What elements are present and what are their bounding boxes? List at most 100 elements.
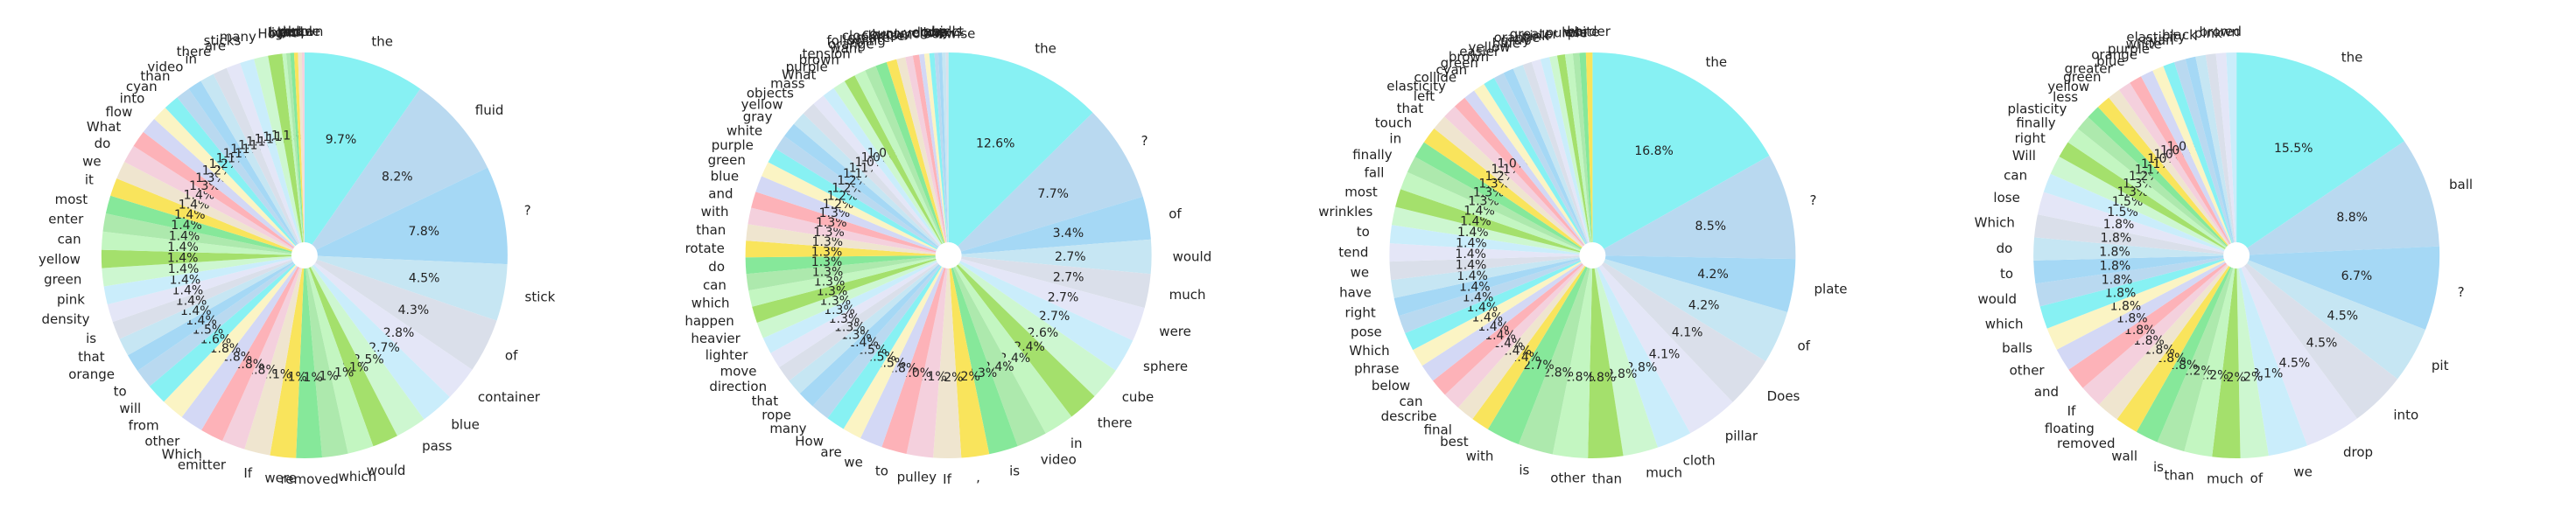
slice-label: other [1550, 470, 1586, 485]
pie-slice-and [2068, 255, 2237, 388]
pie-slice-are [843, 255, 949, 439]
pie-slice-tension [854, 70, 949, 255]
pie-slice-up [937, 52, 949, 256]
slice-percent: 15.5% [2274, 142, 2313, 156]
slice-label: drop [2343, 444, 2373, 460]
pie-slice-phrase [1413, 255, 1593, 366]
pie-slice-If [2082, 255, 2237, 405]
pie-slice-is [112, 255, 305, 339]
pie-slice-much [2212, 255, 2241, 459]
slice-label: final [1424, 422, 1452, 437]
pie-slice-have [1391, 255, 1593, 298]
pie-slice-collide [1464, 90, 1593, 256]
pie-slice-ball [2236, 141, 2439, 255]
slice-percent: 1.8% [2110, 300, 2142, 314]
pie-slice-Which [1405, 255, 1593, 351]
pie-center-hole [2223, 242, 2250, 268]
pie-slice-? [304, 167, 508, 265]
pie-slice-best [1472, 255, 1593, 429]
slice-label: sphere [1143, 359, 1188, 374]
pie-slice-touch [1423, 128, 1593, 255]
slice-percent: 2.7% [369, 341, 400, 355]
slice-label: pink [2194, 25, 2222, 41]
slice-percent: 4.2% [1688, 298, 1720, 312]
pie-chart-3: the 16.8%? 8.5% plate 4.2% of 4.2% Does 4.1% pill… [1318, 24, 1847, 487]
pie-slice-Does [1592, 255, 1766, 402]
pie-slice-pink [2205, 53, 2237, 256]
slice-label: stick [525, 289, 556, 304]
slice-label: What [87, 119, 122, 135]
slice-label: we [2293, 464, 2313, 480]
slice-percent: 1.8% [2102, 273, 2133, 287]
slice-label: much [1169, 287, 1206, 303]
slice-label: flow [105, 104, 132, 120]
slice-label: fluid [475, 102, 504, 118]
slice-label: greater [2065, 61, 2114, 77]
pie-slice-yellow [2097, 97, 2237, 255]
slice-label: green [2063, 69, 2101, 85]
pie-center-hole [935, 242, 962, 268]
slice-label: blue [1492, 36, 1520, 52]
pie-slice-most [105, 195, 305, 255]
pie-slice-pink [103, 255, 305, 304]
pie-slice-brown [1493, 73, 1593, 256]
slice-label: which [339, 469, 377, 485]
slice-label: clockwise [842, 28, 905, 44]
slice-label: do [1997, 241, 2013, 256]
slice-label: wall [2111, 449, 2137, 464]
pie-slice-with [748, 207, 949, 255]
pie-slice-can [101, 231, 305, 255]
pie-slice-? [1592, 155, 1796, 260]
slice-label: ? [1141, 133, 1148, 149]
pie-slice-If [244, 255, 305, 456]
slice-percent: 2.2% [2232, 371, 2264, 385]
slice-label: in [1070, 436, 1083, 451]
pie-slice-greater [896, 57, 949, 255]
slice-percent: 7.8% [409, 225, 440, 239]
pie-chart-1: the 9.7% fluid 8.2%? 7.8% stick 4.5% of 4.3% cont… [39, 24, 556, 487]
slice-label: red [280, 24, 302, 40]
slice-percent: 2.8% [1542, 366, 1574, 380]
slice-label: yellow [1469, 39, 1511, 55]
pie-slice-green [1484, 78, 1593, 255]
slice-label: is [1009, 463, 1020, 478]
pie-slice-finally [1407, 157, 1593, 255]
pie-slice-less [2088, 107, 2237, 255]
pie-slice-How [268, 53, 305, 256]
pie-slice-elasticity [1454, 97, 1593, 255]
pie-slice-cyan [2173, 59, 2237, 255]
slice-label: that [78, 349, 105, 365]
pie-slice-container [304, 255, 473, 398]
slice-label: can [58, 231, 81, 247]
slice-percent: 1.4% [1460, 215, 1492, 229]
slice-percent: 1.4% [171, 219, 202, 233]
pie-slice-right [2059, 142, 2237, 255]
slice-percent: 4.5% [409, 272, 440, 286]
slice-label: orange [828, 37, 874, 52]
slice-percent: 1.4% [170, 274, 201, 288]
pie-slice-will [149, 255, 305, 402]
pie-slice-purple [768, 149, 949, 255]
slice-label: many [220, 29, 256, 45]
slice-percent: 2.4% [1014, 340, 1045, 354]
slice-label: tend [1338, 244, 1368, 260]
slice-percent: 1.3% [813, 226, 845, 240]
pie-slice-brown [301, 52, 305, 255]
slice-label: green [1441, 55, 1478, 71]
slice-label: Will [2012, 148, 2036, 164]
pie-slice-can [746, 255, 949, 291]
pie-slice-blue [304, 255, 450, 420]
slice-label: emitter [178, 457, 227, 473]
pie-slice-fluid [304, 88, 488, 255]
pie-slice-orange [875, 62, 949, 255]
slice-label: would [1977, 291, 2017, 307]
pie-slice-removed [2116, 255, 2237, 432]
pie-slice-would [304, 255, 374, 454]
slice-label: than [1592, 471, 1622, 487]
pie-slice-floating [2099, 255, 2237, 420]
pie-slice-do [745, 255, 949, 275]
slice-label: white [726, 122, 762, 138]
slice-label: from [129, 418, 159, 434]
slice-label: pink [57, 292, 85, 308]
slice-percent: 1.8% [2124, 324, 2156, 338]
